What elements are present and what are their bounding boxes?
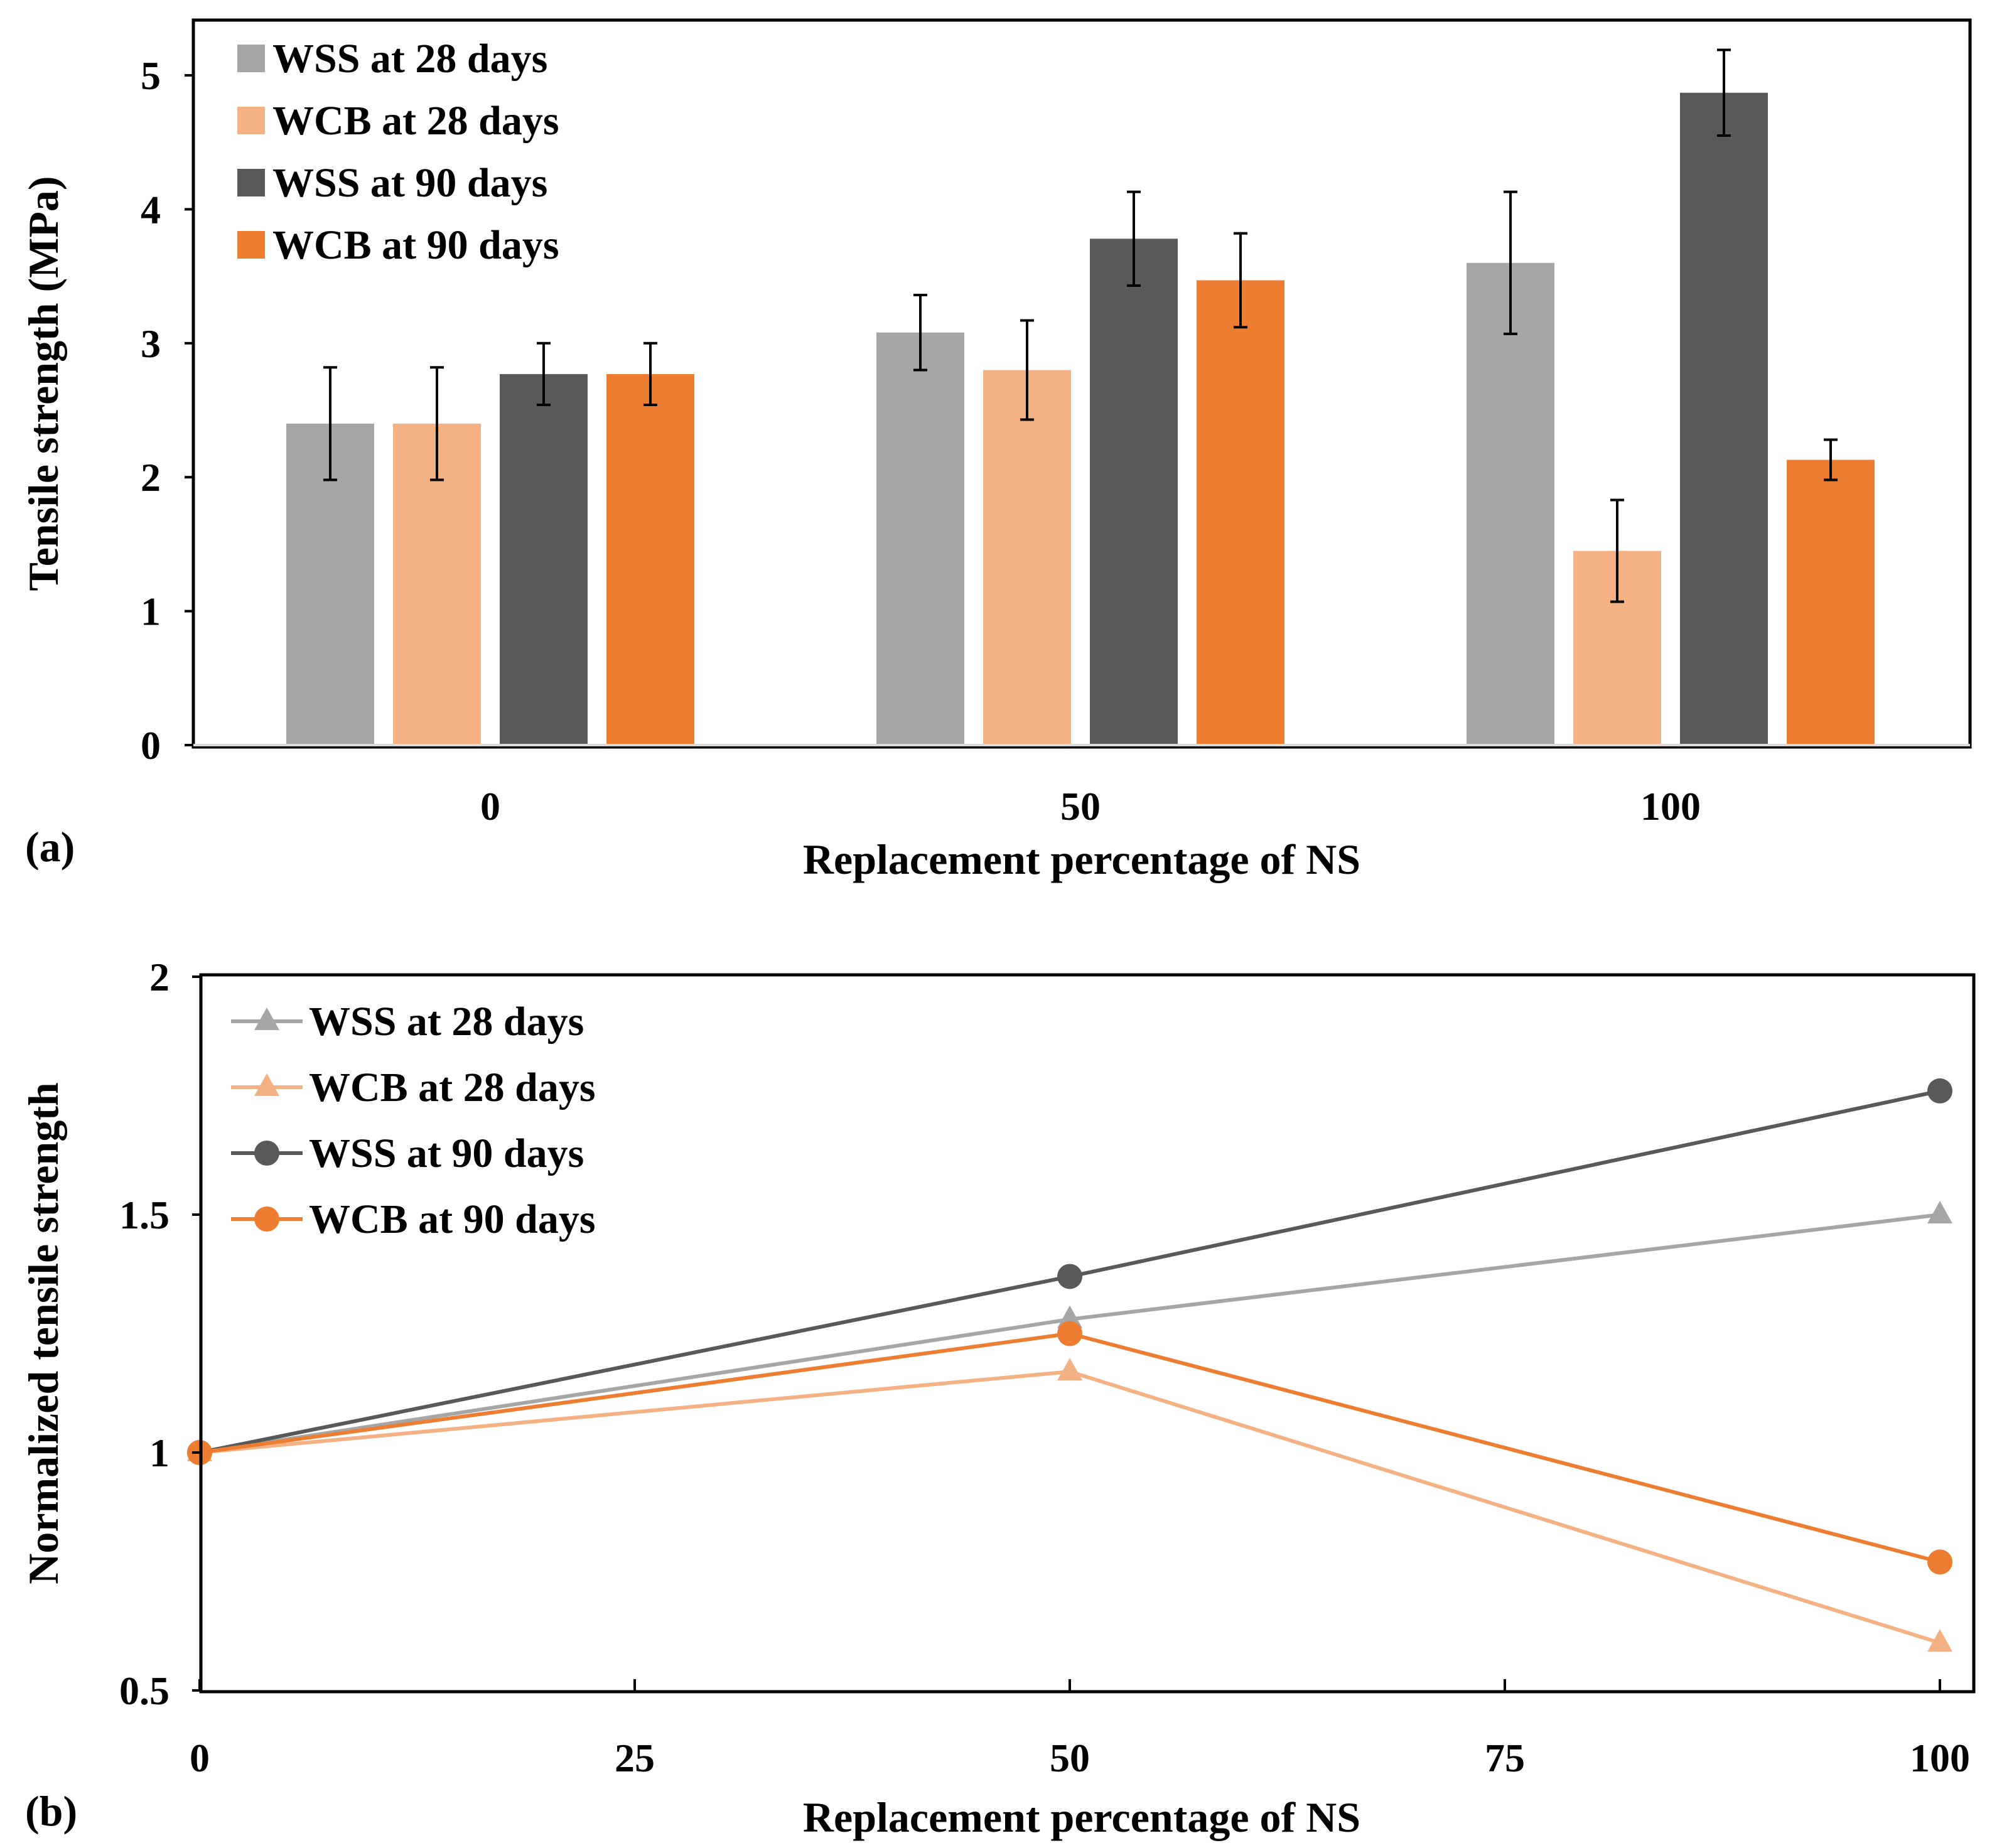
- panel-a-y-axis-title: Tensile strength (MPa): [19, 176, 67, 591]
- marker-wss-at-28-days-100: [1927, 1201, 1952, 1223]
- legend-label: WCB at 28 days: [309, 1065, 596, 1110]
- panel-a-bars: [286, 92, 1875, 746]
- error-bar-wss-at-90-days-100: [1717, 48, 1731, 137]
- error-bar-wcb-at-28-days-100: [1610, 498, 1624, 603]
- legend-swatch: [237, 107, 265, 134]
- legend-item-wss-at-28-days: WSS at 28 days: [237, 36, 547, 82]
- panel-b-x-axis-title: Replacement percentage of NS: [803, 1793, 1360, 1841]
- legend-marker: [254, 1073, 279, 1096]
- legend-label: WCB at 90 days: [309, 1196, 596, 1242]
- panel-b-plot-frame: [199, 973, 1976, 1694]
- legend-swatch: [237, 45, 265, 72]
- panel-b-x-ticks: 0 25 50 75 100: [190, 1679, 1970, 1780]
- panel-a-y-ticks: 0 1 2 3 4 5: [141, 53, 193, 768]
- y-tick-label: 0: [141, 723, 161, 768]
- y-tick-label: 2: [141, 455, 161, 500]
- legend-item-wss-at-90-days: WSS at 90 days: [231, 1131, 584, 1176]
- y-tick-label: 1.5: [119, 1193, 170, 1237]
- error-bar-wcb-at-28-days-0: [430, 366, 444, 481]
- y-tick-label: 1: [149, 1431, 170, 1475]
- panel-a-x-axis-title: Replacement percentage of NS: [803, 835, 1360, 883]
- legend-label: WSS at 28 days: [272, 36, 547, 82]
- legend-item-wcb-at-28-days: WCB at 28 days: [237, 98, 559, 144]
- x-tick-label: 50: [1050, 1736, 1090, 1780]
- panel-a-plot-frame: [191, 18, 1972, 749]
- error-bar-wcb-at-28-days-50: [1020, 319, 1034, 421]
- legend-marker: [254, 1007, 279, 1030]
- panel-b-y-ticks: 0.5 1 1.5 2: [119, 955, 201, 1713]
- legend-item-wss-at-28-days: WSS at 28 days: [231, 999, 584, 1045]
- marker-wcb-at-28-days-100: [1927, 1629, 1952, 1652]
- y-tick-label: 5: [141, 53, 161, 98]
- panel-b-legend: WSS at 28 days WCB at 28 days WSS at 90 da…: [231, 999, 596, 1242]
- legend-label: WCB at 90 days: [272, 222, 559, 268]
- error-bar-wss-at-90-days-50: [1127, 190, 1141, 287]
- error-bar-wcb-at-90-days-50: [1234, 232, 1247, 329]
- y-tick-label: 4: [141, 187, 161, 232]
- panel-b-line-chart: 0.5 1 1.5 2 0 25 50 75 100 WSS at 28 days WCB at…: [19, 955, 1976, 1841]
- legend-swatch: [237, 169, 265, 196]
- bar-wcb-at-90-days-100: [1787, 459, 1875, 745]
- legend-swatch: [237, 231, 265, 259]
- error-bar-wss-at-90-days-0: [537, 341, 551, 406]
- x-tick-label: 100: [1640, 784, 1701, 829]
- error-bar-wcb-at-90-days-100: [1824, 438, 1838, 481]
- y-tick-label: 2: [149, 955, 170, 999]
- legend-marker: [254, 1141, 279, 1166]
- panel-b-label: (b): [25, 1787, 77, 1835]
- bar-wss-at-90-days-100: [1680, 92, 1768, 746]
- error-bar-wss-at-28-days-50: [913, 293, 927, 372]
- error-bar-wcb-at-90-days-0: [643, 341, 657, 406]
- y-tick-label: 3: [141, 321, 161, 366]
- marker-wcb-at-28-days-50: [1057, 1358, 1082, 1381]
- bar-wcb-at-90-days-50: [1197, 280, 1284, 745]
- panel-a-error-bars: [323, 48, 1838, 603]
- legend-item-wss-at-90-days: WSS at 90 days: [237, 160, 547, 206]
- x-tick-label: 75: [1485, 1736, 1525, 1780]
- marker-wss-at-28-days-50: [1057, 1305, 1082, 1328]
- legend-item-wcb-at-28-days: WCB at 28 days: [231, 1065, 596, 1110]
- legend-item-wcb-at-90-days: WCB at 90 days: [237, 222, 559, 268]
- panel-a-label: (a): [25, 823, 75, 871]
- panel-a-x-ticks: 0 50 100: [480, 784, 1701, 829]
- x-tick-label: 0: [480, 784, 500, 829]
- y-tick-label: 0.5: [119, 1668, 170, 1713]
- error-bar-wss-at-28-days-100: [1504, 190, 1517, 335]
- marker-wss-at-90-days-100: [1927, 1078, 1952, 1104]
- bar-wcb-at-90-days-0: [606, 373, 694, 745]
- bar-wss-at-90-days-0: [500, 373, 588, 745]
- marker-wcb-at-90-days-100: [1927, 1549, 1952, 1575]
- panel-a-axes: [191, 18, 1972, 749]
- marker-wcb-at-90-days-50: [1057, 1321, 1082, 1346]
- legend-label: WCB at 28 days: [272, 98, 559, 144]
- bar-wss-at-28-days-50: [876, 332, 964, 745]
- legend-item-wcb-at-90-days: WCB at 90 days: [231, 1196, 596, 1242]
- bar-wss-at-28-days-100: [1467, 262, 1554, 745]
- x-tick-label: 100: [1910, 1736, 1970, 1780]
- legend-label: WSS at 90 days: [309, 1131, 584, 1176]
- legend-label: WSS at 90 days: [272, 160, 547, 206]
- panel-a-bar-chart: 0 1 2 3 4 5 0 50 100 WSS at 28 days WCB at 28 da…: [19, 18, 1972, 883]
- legend-marker: [254, 1206, 279, 1232]
- panel-b-y-axis-title: Normalized tensile strength: [19, 1082, 67, 1584]
- x-tick-label: 25: [615, 1736, 655, 1780]
- bar-wss-at-90-days-50: [1090, 239, 1178, 745]
- bar-wcb-at-28-days-50: [983, 370, 1071, 745]
- marker-wss-at-90-days-50: [1057, 1264, 1082, 1289]
- x-tick-label: 0: [190, 1736, 210, 1780]
- y-tick-label: 1: [141, 589, 161, 634]
- panel-a-legend: WSS at 28 days WCB at 28 days WSS at 90 da…: [237, 36, 559, 268]
- x-tick-label: 50: [1060, 784, 1101, 829]
- panel-b-axes: [199, 973, 1976, 1694]
- legend-label: WSS at 28 days: [309, 999, 584, 1045]
- error-bar-wss-at-28-days-0: [323, 366, 337, 481]
